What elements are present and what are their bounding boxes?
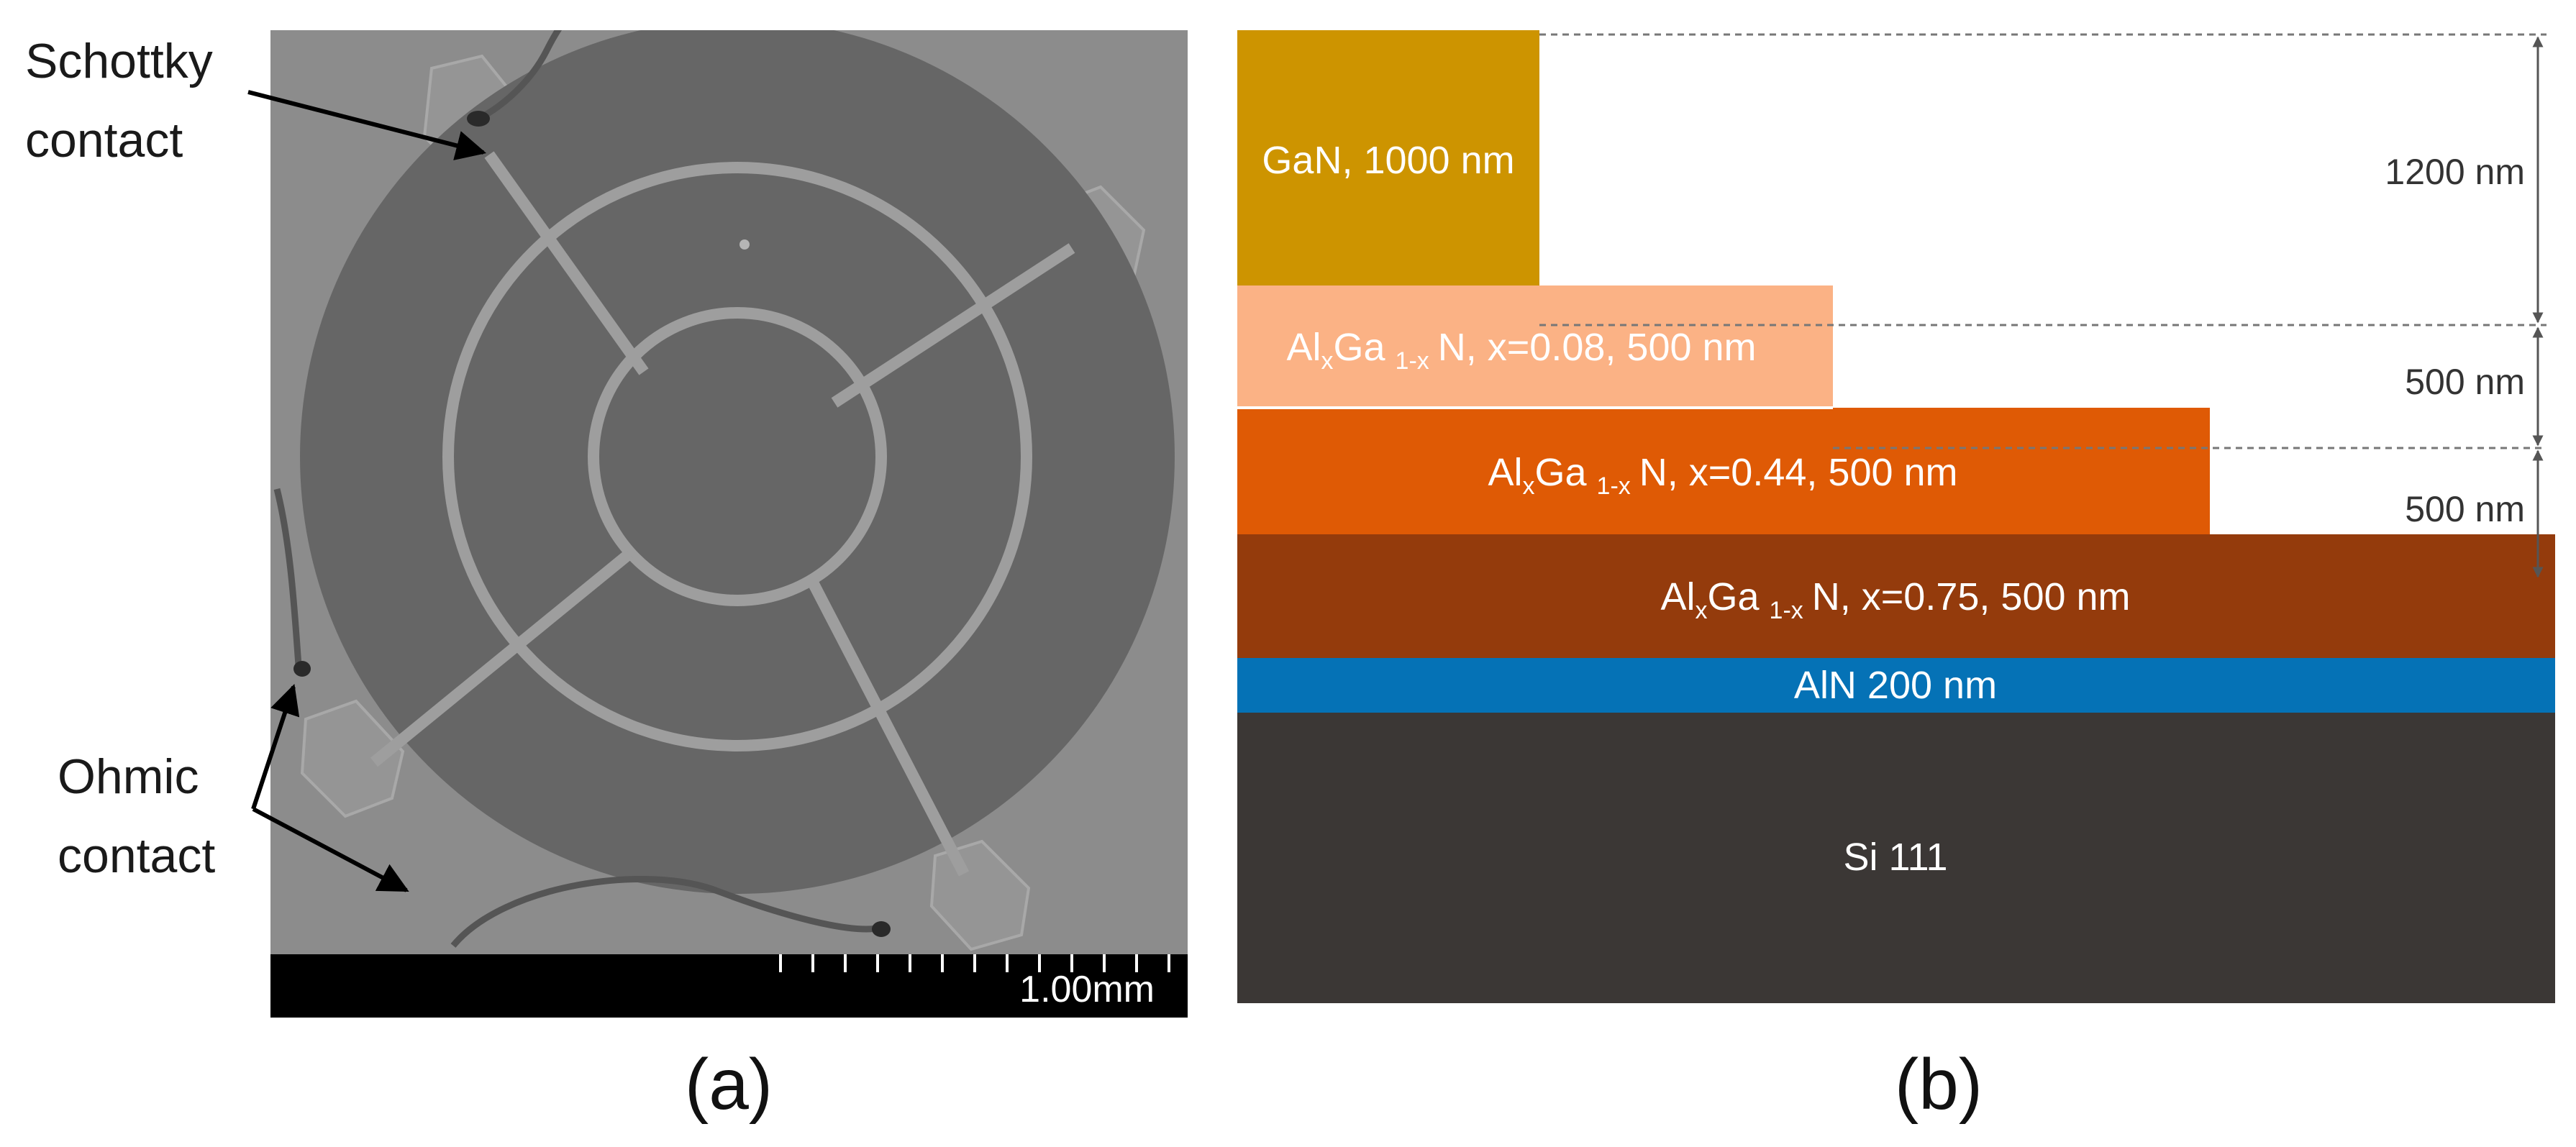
bond-ball-left <box>293 661 311 677</box>
layer-algan-x044 <box>1237 408 2210 534</box>
spoke-bottom-left <box>370 549 634 767</box>
outer-ring-electrode <box>442 162 1032 751</box>
inner-ring-electrode <box>588 307 887 606</box>
layer-gan <box>1237 30 1539 285</box>
scale-bar-strip <box>270 954 1188 1018</box>
label-gan: GaN, 1000 nm <box>1262 139 1514 182</box>
panel-a-label: (a) <box>685 1044 773 1125</box>
schottky-label-line2: contact <box>25 113 183 168</box>
spoke-bottom-right <box>807 580 970 877</box>
layer-si-substrate <box>1237 713 2555 1003</box>
schottky-arrow <box>247 90 487 160</box>
ohmic-arrow-upper <box>251 684 300 810</box>
bond-wire-top <box>470 30 563 126</box>
sem-micrograph <box>270 30 1188 954</box>
label-algan-x008: AlxGa 1-x N, x=0.08, 500 nm <box>1286 326 1756 375</box>
bond-wires <box>273 30 882 948</box>
scale-bar-label: 1.00mm <box>1019 969 1155 1010</box>
layer-stack <box>1237 30 2555 1003</box>
contact-pad-bottom-left <box>300 699 405 818</box>
dim-label-500-a: 500 nm <box>2405 362 2525 402</box>
panel-b-label: (b) <box>1895 1044 1983 1125</box>
dimension-guides <box>1539 33 2547 449</box>
ohmic-label-line1: Ohmic <box>58 749 199 804</box>
label-algan-x075: AlxGa 1-x N, x=0.75, 500 nm <box>1660 575 2130 624</box>
layer-aln <box>1237 658 2555 713</box>
label-aln: AlN 200 nm <box>1794 664 1997 707</box>
bond-wire-bottom <box>450 876 882 948</box>
layer-algan-x008 <box>1237 285 1833 408</box>
dim-label-1200: 1200 nm <box>2385 152 2525 192</box>
device-disk <box>300 30 1175 894</box>
spoke-top-left <box>484 151 649 375</box>
dim-label-500-b: 500 nm <box>2405 489 2525 529</box>
bond-ball-bottom <box>872 921 891 937</box>
bond-ball-top <box>467 111 490 127</box>
bond-wire-left <box>273 488 305 672</box>
spoke-top-right <box>831 243 1075 408</box>
electrode-pattern <box>370 151 1075 877</box>
label-algan-x044: AlxGa 1-x N, x=0.44, 500 nm <box>1488 451 1957 500</box>
scale-bar-ticks <box>779 954 1170 972</box>
ohmic-label-line2: contact <box>58 828 215 883</box>
schottky-label-line1: Schottky <box>25 34 213 88</box>
label-si: Si 111 <box>1843 836 1947 879</box>
dust-particle <box>739 239 750 250</box>
layer-algan-x075 <box>1237 534 2555 658</box>
ohmic-arrow-lower <box>252 807 409 892</box>
